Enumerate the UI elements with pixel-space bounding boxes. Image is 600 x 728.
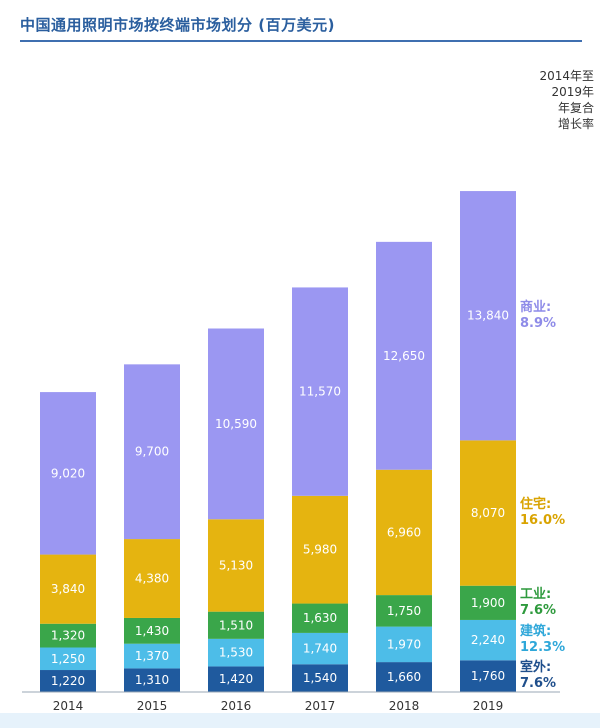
legend-item: 工业: 7.6% bbox=[520, 587, 592, 619]
bar-value-label: 1,760 bbox=[471, 669, 505, 683]
bar-segment bbox=[376, 595, 432, 627]
bar-segment bbox=[40, 647, 96, 671]
bar-segment bbox=[124, 364, 180, 540]
cagr-header: 2014年至 2019年 年复合 增长率 bbox=[539, 69, 594, 131]
bar-value-label: 1,370 bbox=[135, 649, 169, 663]
x-axis-ticks: 2014 2015 2016 2017 2018 2019 bbox=[53, 699, 504, 713]
x-tick-label: 2015 bbox=[137, 699, 168, 713]
legend-cagr-value: 16.0% bbox=[520, 513, 566, 529]
bar-value-label: 1,660 bbox=[387, 670, 421, 684]
bar-value-label: 3,840 bbox=[51, 582, 85, 596]
bar-segment bbox=[124, 643, 180, 669]
bar-value-label: 1,220 bbox=[51, 674, 85, 688]
title-divider bbox=[20, 40, 582, 42]
bar-segment bbox=[40, 554, 96, 624]
x-tick-label: 2016 bbox=[221, 699, 252, 713]
bar-segment bbox=[460, 660, 516, 692]
bar-segment bbox=[208, 666, 264, 692]
legend-cagr-value: 7.6% bbox=[520, 676, 557, 692]
x-tick-label: 2014 bbox=[53, 699, 84, 713]
bar-segment bbox=[292, 632, 348, 665]
bar-segment bbox=[376, 662, 432, 692]
bar-value-label: 1,540 bbox=[303, 671, 337, 685]
bar-value-label: 1,250 bbox=[51, 652, 85, 666]
legend-series-name: 室外: bbox=[520, 660, 552, 676]
bar-value-label: 10,590 bbox=[215, 417, 257, 431]
value-labels-layer: 1,220 1,250 1,320 3,840 9,020 1,310 1,370 1,430… bbox=[51, 309, 509, 688]
bar-segment bbox=[208, 519, 264, 612]
bar-segment bbox=[124, 668, 180, 692]
bar-value-label: 6,960 bbox=[387, 525, 421, 539]
bar-value-label: 1,320 bbox=[51, 629, 85, 643]
bar-segment bbox=[292, 287, 348, 496]
legend-item: 商业: 8.9% bbox=[520, 300, 592, 332]
bar-segment bbox=[40, 670, 96, 692]
chart-title: 中国通用照明市场按终端市场划分 (百万美元) bbox=[20, 16, 335, 34]
legend-cagr-value: 8.9% bbox=[520, 315, 557, 331]
bar-value-label: 11,570 bbox=[299, 385, 341, 399]
bar-value-label: 9,020 bbox=[51, 466, 85, 480]
bar-value-label: 13,840 bbox=[467, 309, 509, 323]
bar-segment bbox=[208, 638, 264, 667]
bar-segment bbox=[40, 623, 96, 648]
bar-value-label: 5,980 bbox=[303, 543, 337, 557]
legend-cagr-value: 12.3% bbox=[520, 640, 566, 656]
bar-value-label: 9,700 bbox=[135, 445, 169, 459]
bar-value-label: 1,900 bbox=[471, 596, 505, 610]
bar-value-label: 1,510 bbox=[219, 618, 253, 632]
bar-value-label: 1,420 bbox=[219, 672, 253, 686]
bar-value-label: 8,070 bbox=[471, 506, 505, 520]
x-tick-label: 2017 bbox=[305, 699, 336, 713]
bar-value-label: 1,740 bbox=[303, 642, 337, 656]
bar-segment bbox=[460, 585, 516, 620]
bar-segment bbox=[376, 469, 432, 596]
legend-series-name: 工业: bbox=[520, 586, 552, 602]
legend-item: 住宅: 16.0% bbox=[520, 497, 592, 529]
bar-value-label: 2,240 bbox=[471, 633, 505, 647]
bar-segment bbox=[460, 191, 516, 441]
bar-segment bbox=[460, 440, 516, 586]
bar-value-label: 1,630 bbox=[303, 611, 337, 625]
bar-segment bbox=[376, 241, 432, 470]
bar-value-label: 1,310 bbox=[135, 673, 169, 687]
bar-value-label: 1,970 bbox=[387, 637, 421, 651]
bar-segment bbox=[292, 603, 348, 633]
legend-cagr-value: 7.6% bbox=[520, 602, 557, 618]
x-tick-label: 2019 bbox=[473, 699, 504, 713]
bottom-band bbox=[0, 713, 600, 728]
bar-segment bbox=[124, 617, 180, 644]
legend-series-name: 建筑: bbox=[520, 624, 552, 640]
legend-series-name: 商业: bbox=[520, 299, 552, 315]
legend-item: 建筑: 12.3% bbox=[520, 624, 592, 656]
bar-segment bbox=[208, 611, 264, 639]
bar-segment bbox=[124, 539, 180, 618]
bar-segment bbox=[292, 495, 348, 604]
bar-segment bbox=[40, 392, 96, 555]
bar-segment bbox=[292, 664, 348, 692]
legend-series-name: 住宅: bbox=[520, 497, 552, 513]
bar-segment bbox=[460, 619, 516, 661]
bar-segment bbox=[376, 626, 432, 663]
bar-value-label: 5,130 bbox=[219, 558, 253, 572]
x-tick-label: 2018 bbox=[389, 699, 420, 713]
bar-value-label: 1,530 bbox=[219, 646, 253, 660]
bar-value-label: 1,750 bbox=[387, 604, 421, 618]
bar-value-label: 1,430 bbox=[135, 624, 169, 638]
bar-value-label: 4,380 bbox=[135, 572, 169, 586]
legend-item: 室外: 7.6% bbox=[520, 660, 592, 692]
bar-value-label: 12,650 bbox=[383, 349, 425, 363]
bar-segment bbox=[208, 328, 264, 520]
bars-layer bbox=[40, 191, 516, 692]
